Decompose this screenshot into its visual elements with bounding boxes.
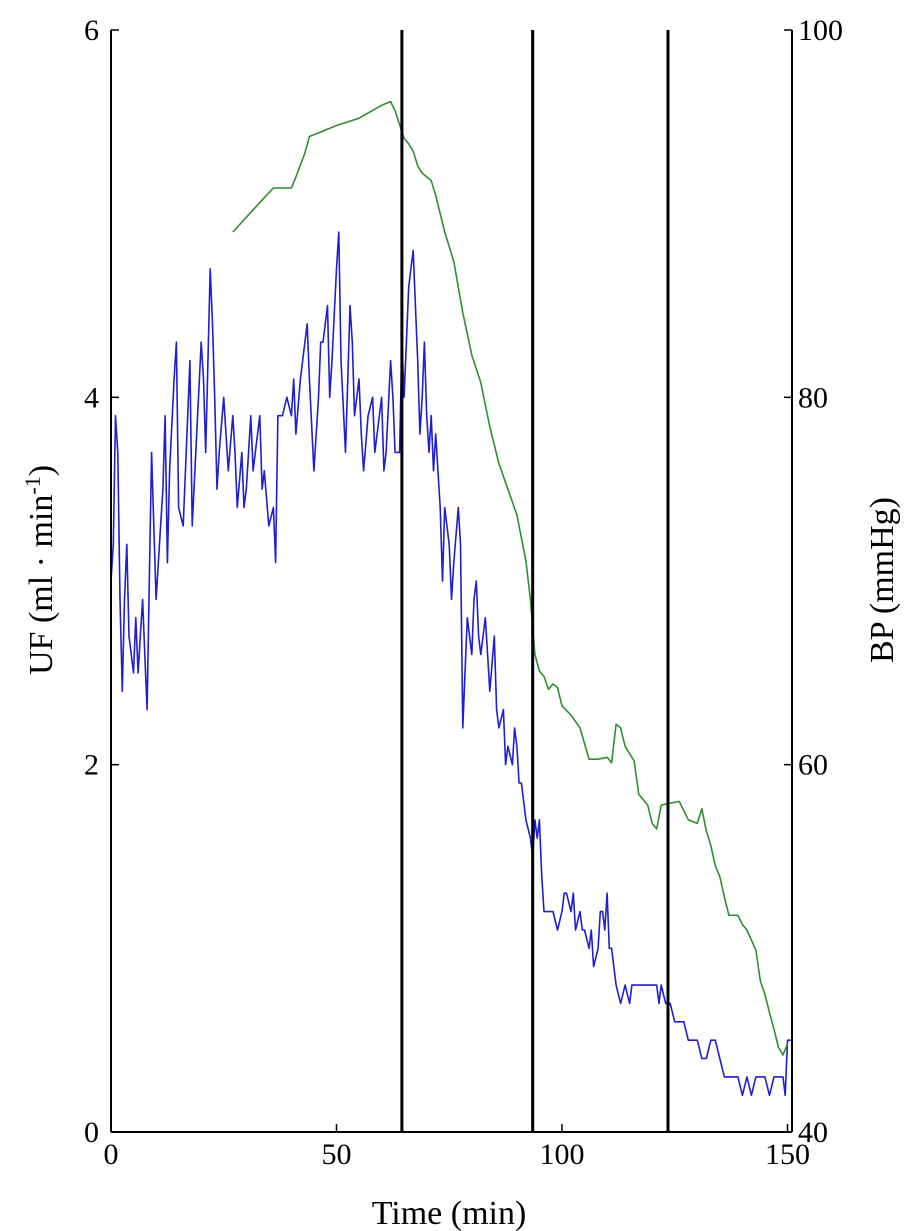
y-axis-left-title: UF (ml · min-1): [20, 465, 60, 675]
x-tick-label: 50: [321, 1138, 351, 1171]
y-left-tick-label: 0: [84, 1116, 99, 1149]
axes: 0 50 100 150 0 2 4 6 40 60 80 100: [84, 14, 843, 1171]
y-right-tick-label: 100: [798, 14, 843, 47]
y-right-tick-label: 40: [798, 1116, 828, 1149]
x-tick-label: 100: [539, 1138, 584, 1171]
y-axis-left-title-superscript: -1: [20, 476, 45, 494]
y-left-tick-label: 6: [84, 14, 99, 47]
uf-series-line: [110, 231, 792, 1097]
y-left-tick-label: 2: [84, 749, 99, 782]
y-axis-right-title: BP (mmHg): [864, 497, 901, 663]
y-right-tick-label: 60: [798, 749, 828, 782]
x-axis-title: Time (min): [372, 1195, 527, 1231]
plot-area: [110, 30, 792, 1132]
bp-series-line: [232, 100, 789, 1056]
y-right-tick-label: 80: [798, 381, 828, 414]
x-tick-label: 0: [104, 1138, 119, 1171]
y-left-tick-label: 4: [84, 381, 99, 414]
x-tick-label: 150: [765, 1138, 810, 1171]
